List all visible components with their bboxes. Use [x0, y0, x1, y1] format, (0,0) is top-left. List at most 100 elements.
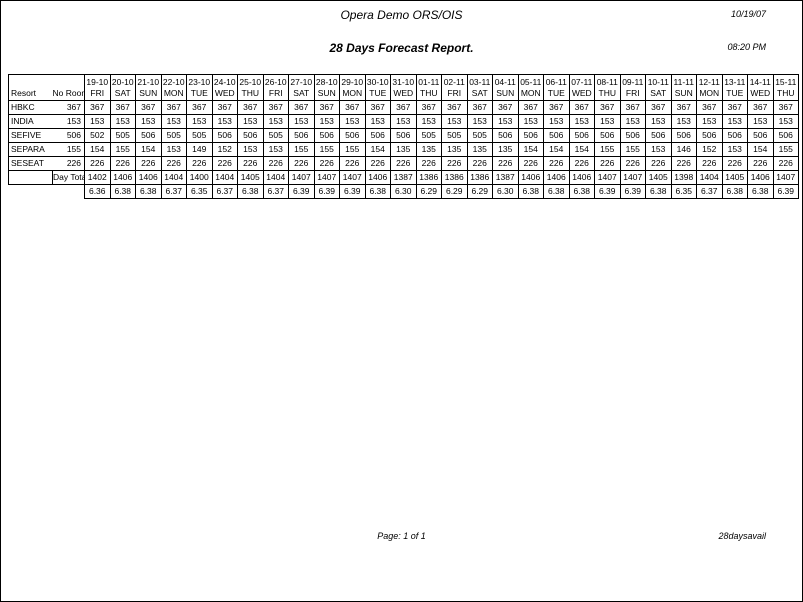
room-count-cell: 153 [645, 114, 672, 129]
weekday-label: TUE [726, 88, 744, 98]
average-cell: 6.35 [670, 184, 697, 199]
resort-row-hbkc: HBKC 367 367 367 367 367 367 367 367 367 367 367 367… [8, 100, 799, 115]
room-count-cell: 153 [262, 142, 289, 157]
room-count-cell: 505 [441, 128, 468, 143]
room-count-cell: 506 [568, 128, 595, 143]
weekday-label: TUE [369, 88, 387, 98]
date-column-header-05-11: 05-11 MON [517, 74, 544, 101]
date-column-header-03-11: 03-11 SAT [466, 74, 493, 101]
resort-name: SEFIVE [8, 128, 53, 143]
date-label: 19-10 [86, 77, 109, 87]
average-cell: 6.38 [109, 184, 136, 199]
room-count-cell: 506 [313, 128, 340, 143]
room-count-cell: 506 [364, 128, 391, 143]
day-total-cell: 1400 [186, 170, 213, 185]
weekday-label: THU [598, 88, 616, 98]
room-count-cell: 226 [262, 156, 289, 171]
date-label: 07-11 [571, 77, 593, 87]
room-count-cell: 153 [390, 114, 417, 129]
room-count-cell: 226 [135, 156, 162, 171]
average-cell: 6.39 [619, 184, 646, 199]
no-room-value: 506 [52, 128, 85, 143]
room-count-cell: 153 [594, 114, 621, 129]
room-count-cell: 155 [594, 142, 621, 157]
day-total-cell: 1407 [594, 170, 621, 185]
date-column-header-19-10: 19-10 FRI [84, 74, 111, 101]
weekday-label: SUN [139, 88, 158, 98]
room-count-cell: 506 [747, 128, 774, 143]
weekday-label: SUN [496, 88, 515, 98]
room-count-cell: 226 [772, 156, 799, 171]
report-date: 10/19/07 [730, 9, 766, 19]
day-total-row: Day Total1402140614061404140014041405140… [8, 170, 799, 185]
weekday-label: THU [777, 88, 795, 98]
resort-column-header: Resort [8, 74, 53, 101]
room-count-cell: 367 [415, 100, 442, 115]
date-column-header-06-11: 06-11 TUE [543, 74, 570, 101]
date-label: 02-11 [443, 77, 465, 87]
weekday-label: WED [571, 88, 592, 98]
average-cell: 6.37 [211, 184, 238, 199]
day-total-cell: 1386 [441, 170, 468, 185]
average-cell: 6.39 [339, 184, 366, 199]
room-count-cell: 154 [568, 142, 595, 157]
day-total-cell: 1386 [415, 170, 442, 185]
weekday-label: MON [342, 88, 363, 98]
room-count-cell: 505 [109, 128, 136, 143]
date-label: 30-10 [366, 77, 389, 87]
room-count-cell: 226 [594, 156, 621, 171]
room-count-cell: 367 [339, 100, 366, 115]
room-count-cell: 153 [747, 114, 774, 129]
room-count-cell: 153 [339, 114, 366, 129]
room-count-cell: 153 [211, 114, 238, 129]
weekday-label: SUN [317, 88, 336, 98]
average-cell: 6.39 [313, 184, 340, 199]
average-cell: 6.29 [441, 184, 468, 199]
date-label: 11-11 [673, 77, 694, 87]
room-count-cell: 153 [772, 114, 799, 129]
weekday-label: THU [241, 88, 259, 98]
average-cell: 6.37 [262, 184, 289, 199]
room-count-cell: 152 [696, 142, 723, 157]
average-cell: 6.39 [594, 184, 621, 199]
date-column-header-10-11: 10-11 SAT [645, 74, 672, 101]
room-count-cell: 153 [135, 114, 162, 129]
room-count-cell: 146 [670, 142, 697, 157]
room-count-cell: 155 [288, 142, 315, 157]
room-count-cell: 153 [288, 114, 315, 129]
room-count-cell: 506 [390, 128, 417, 143]
room-count-cell: 506 [543, 128, 570, 143]
room-count-cell: 226 [645, 156, 672, 171]
average-cell: 6.38 [721, 184, 748, 199]
room-count-cell: 226 [186, 156, 213, 171]
room-count-cell: 506 [619, 128, 646, 143]
average-cell: 6.30 [492, 184, 519, 199]
date-column-header-15-11: 15-11 THU [772, 74, 799, 101]
room-count-cell: 135 [492, 142, 519, 157]
date-column-header-26-10: 26-10 FRI [262, 74, 289, 101]
room-count-cell: 505 [160, 128, 187, 143]
date-label: 12-11 [698, 77, 720, 87]
room-count-cell: 226 [568, 156, 595, 171]
day-total-cell: 1406 [109, 170, 136, 185]
weekday-label: THU [420, 88, 438, 98]
date-label: 26-10 [264, 77, 287, 87]
no-room-value: 155 [52, 142, 85, 157]
room-count-cell: 154 [517, 142, 544, 157]
room-count-cell: 367 [160, 100, 187, 115]
room-count-cell: 505 [415, 128, 442, 143]
date-label: 05-11 [520, 77, 542, 87]
day-total-cell: 1406 [543, 170, 570, 185]
day-total-cell: 1387 [390, 170, 417, 185]
date-label: 14-11 [749, 77, 771, 87]
room-count-cell: 226 [288, 156, 315, 171]
room-count-cell: 506 [645, 128, 672, 143]
day-total-cell: 1406 [568, 170, 595, 185]
weekday-label: MON [163, 88, 184, 98]
room-count-cell: 153 [364, 114, 391, 129]
date-column-header-23-10: 23-10 TUE [186, 74, 213, 101]
date-label: 29-10 [341, 77, 364, 87]
room-count-cell: 367 [186, 100, 213, 115]
room-count-cell: 367 [747, 100, 774, 115]
